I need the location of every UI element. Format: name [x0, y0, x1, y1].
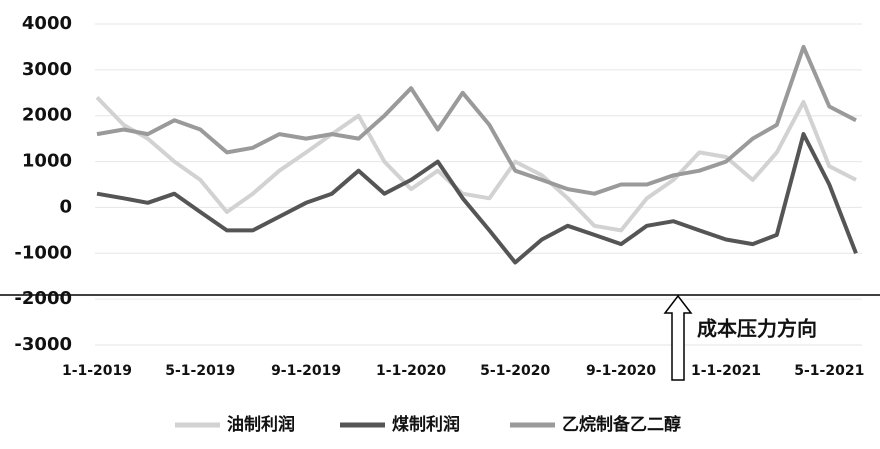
x-tick-label: 9-1-2020	[586, 363, 656, 379]
x-tick-label: 1-1-2021	[691, 363, 761, 379]
series-line	[96, 132, 858, 265]
legend-label: 煤制利润	[392, 414, 460, 435]
y-tick-label: 3000	[22, 59, 72, 80]
x-tick-label: 5-1-2020	[480, 363, 550, 379]
y-tick-label: 0	[59, 196, 72, 217]
x-tick-label: 9-1-2019	[271, 363, 341, 379]
x-tick-label: 5-1-2021	[794, 363, 864, 379]
series-line	[96, 44, 857, 196]
y-tick-label: -3000	[14, 334, 72, 355]
x-tick-label: 1-1-2019	[62, 363, 132, 379]
y-tick-label: -1000	[14, 242, 72, 263]
arrow	[663, 294, 693, 381]
series-line	[95, 96, 857, 233]
annotation: 成本压力方向	[697, 317, 817, 341]
x-tick-label: 5-1-2019	[165, 363, 235, 379]
x-tick-label: 1-1-2020	[376, 363, 446, 379]
legend-label: 乙烷制备乙二醇	[562, 414, 681, 435]
y-tick-label: 2000	[22, 105, 72, 126]
y-tick-label: 4000	[22, 13, 72, 34]
legend-label: 油制利润	[227, 414, 295, 435]
y-tick-label: 1000	[22, 151, 72, 172]
y-tick-label: -2000	[14, 288, 72, 309]
